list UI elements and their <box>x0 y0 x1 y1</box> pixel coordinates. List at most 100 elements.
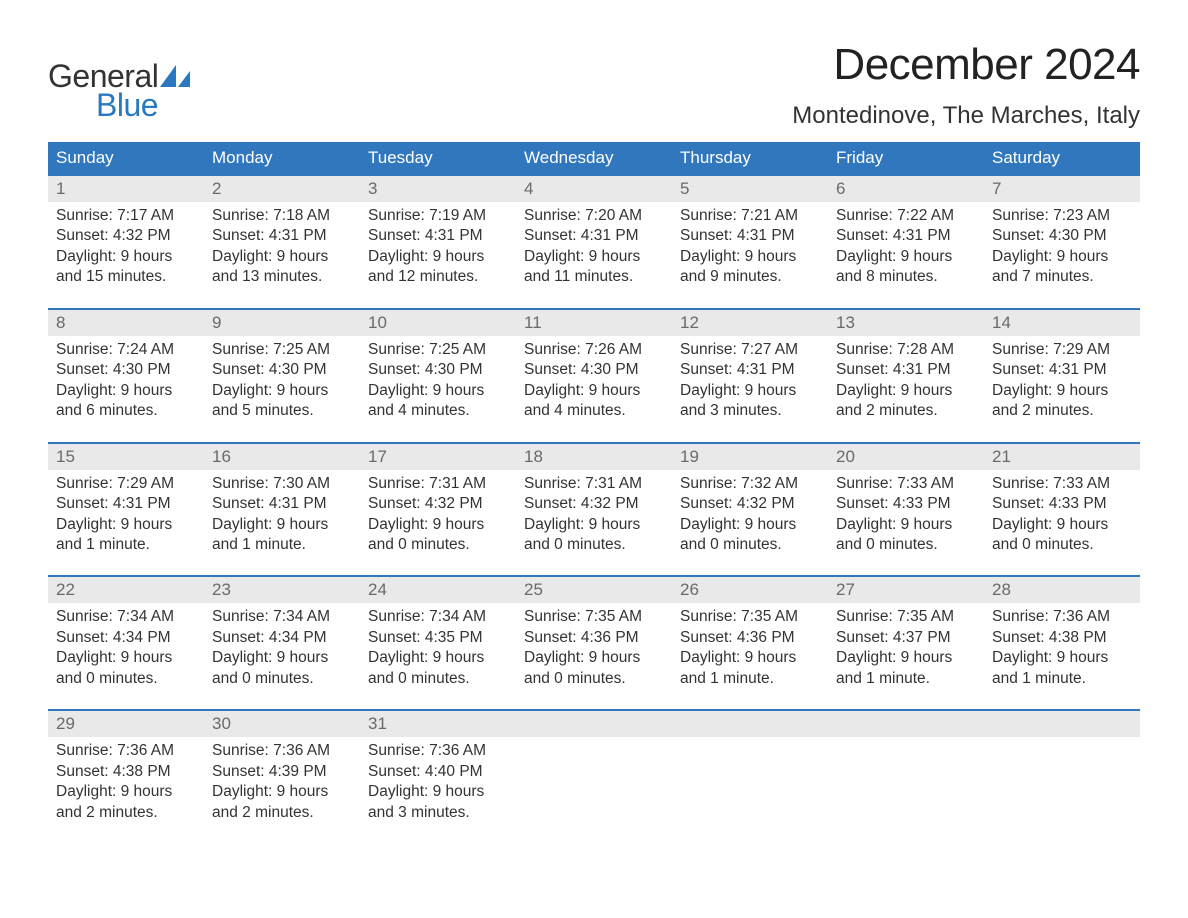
sunrise-line: Sunrise: 7:29 AM <box>56 474 196 494</box>
day-number: 31 <box>360 711 516 737</box>
sunset-line: Sunset: 4:36 PM <box>524 628 664 648</box>
dayname: Sunday <box>48 142 204 174</box>
daylight-line: Daylight: 9 hours <box>56 247 196 267</box>
sunrise-line: Sunrise: 7:19 AM <box>368 206 508 226</box>
calendar-week: 1234567Sunrise: 7:17 AMSunset: 4:32 PMDa… <box>48 174 1140 288</box>
day-cell: Sunrise: 7:25 AMSunset: 4:30 PMDaylight:… <box>204 336 360 422</box>
day-cell: Sunrise: 7:31 AMSunset: 4:32 PMDaylight:… <box>360 470 516 556</box>
weeks-container: 1234567Sunrise: 7:17 AMSunset: 4:32 PMDa… <box>48 174 1140 823</box>
day-number: 3 <box>360 176 516 202</box>
sunrise-line: Sunrise: 7:34 AM <box>212 607 352 627</box>
day-cell: Sunrise: 7:21 AMSunset: 4:31 PMDaylight:… <box>672 202 828 288</box>
daynum-row: 293031 <box>48 711 1140 737</box>
daylight-line: Daylight: 9 hours <box>368 381 508 401</box>
daylight-line: Daylight: 9 hours <box>368 782 508 802</box>
sunset-line: Sunset: 4:33 PM <box>992 494 1132 514</box>
daylight-line: Daylight: 9 hours <box>680 515 820 535</box>
daylight-line: Daylight: 9 hours <box>836 247 976 267</box>
sunset-line: Sunset: 4:32 PM <box>368 494 508 514</box>
day-number <box>828 711 984 737</box>
sunset-line: Sunset: 4:37 PM <box>836 628 976 648</box>
day-cell: Sunrise: 7:30 AMSunset: 4:31 PMDaylight:… <box>204 470 360 556</box>
day-number: 26 <box>672 577 828 603</box>
daylight-line: Daylight: 9 hours <box>836 381 976 401</box>
daylight-line: Daylight: 9 hours <box>524 247 664 267</box>
sunset-line: Sunset: 4:31 PM <box>836 226 976 246</box>
daylight-line: Daylight: 9 hours <box>836 515 976 535</box>
sunset-line: Sunset: 4:31 PM <box>680 226 820 246</box>
day-cell: Sunrise: 7:28 AMSunset: 4:31 PMDaylight:… <box>828 336 984 422</box>
sunset-line: Sunset: 4:30 PM <box>524 360 664 380</box>
day-cell: Sunrise: 7:20 AMSunset: 4:31 PMDaylight:… <box>516 202 672 288</box>
day-cell: Sunrise: 7:34 AMSunset: 4:34 PMDaylight:… <box>48 603 204 689</box>
day-number: 19 <box>672 444 828 470</box>
sunset-line: Sunset: 4:34 PM <box>212 628 352 648</box>
daylight-line: Daylight: 9 hours <box>524 515 664 535</box>
sunrise-line: Sunrise: 7:20 AM <box>524 206 664 226</box>
daylight-line: Daylight: 9 hours <box>680 648 820 668</box>
daylight-line: Daylight: 9 hours <box>680 381 820 401</box>
daylight-line: and 2 minutes. <box>836 401 976 421</box>
daylight-line: Daylight: 9 hours <box>992 381 1132 401</box>
day-number: 6 <box>828 176 984 202</box>
sunrise-line: Sunrise: 7:30 AM <box>212 474 352 494</box>
day-number: 12 <box>672 310 828 336</box>
sunrise-line: Sunrise: 7:36 AM <box>368 741 508 761</box>
day-number: 27 <box>828 577 984 603</box>
daylight-line: Daylight: 9 hours <box>212 381 352 401</box>
day-cell <box>828 737 984 823</box>
day-number <box>984 711 1140 737</box>
sail-icon <box>160 65 190 87</box>
sunset-line: Sunset: 4:39 PM <box>212 762 352 782</box>
day-number: 14 <box>984 310 1140 336</box>
day-cell: Sunrise: 7:34 AMSunset: 4:34 PMDaylight:… <box>204 603 360 689</box>
sunrise-line: Sunrise: 7:35 AM <box>680 607 820 627</box>
sunset-line: Sunset: 4:30 PM <box>992 226 1132 246</box>
day-cell: Sunrise: 7:35 AMSunset: 4:36 PMDaylight:… <box>516 603 672 689</box>
day-number: 13 <box>828 310 984 336</box>
day-cell: Sunrise: 7:36 AMSunset: 4:40 PMDaylight:… <box>360 737 516 823</box>
sunset-line: Sunset: 4:40 PM <box>368 762 508 782</box>
daylight-line: and 0 minutes. <box>56 669 196 689</box>
daylight-line: and 3 minutes. <box>680 401 820 421</box>
daylight-line: and 0 minutes. <box>368 669 508 689</box>
daylight-line: and 11 minutes. <box>524 267 664 287</box>
daylight-line: Daylight: 9 hours <box>56 381 196 401</box>
dayname-header: Sunday Monday Tuesday Wednesday Thursday… <box>48 142 1140 174</box>
daylight-line: and 1 minute. <box>992 669 1132 689</box>
daylight-line: and 0 minutes. <box>524 535 664 555</box>
daylight-line: Daylight: 9 hours <box>56 782 196 802</box>
day-number: 16 <box>204 444 360 470</box>
dayname: Tuesday <box>360 142 516 174</box>
day-number: 1 <box>48 176 204 202</box>
daylight-line: and 15 minutes. <box>56 267 196 287</box>
calendar-week: 15161718192021Sunrise: 7:29 AMSunset: 4:… <box>48 442 1140 556</box>
day-number: 8 <box>48 310 204 336</box>
day-number: 25 <box>516 577 672 603</box>
sunrise-line: Sunrise: 7:24 AM <box>56 340 196 360</box>
day-cell: Sunrise: 7:18 AMSunset: 4:31 PMDaylight:… <box>204 202 360 288</box>
day-number: 18 <box>516 444 672 470</box>
sunrise-line: Sunrise: 7:17 AM <box>56 206 196 226</box>
daylight-line: and 0 minutes. <box>992 535 1132 555</box>
day-cell: Sunrise: 7:17 AMSunset: 4:32 PMDaylight:… <box>48 202 204 288</box>
sunrise-line: Sunrise: 7:36 AM <box>56 741 196 761</box>
daylight-line: and 3 minutes. <box>368 803 508 823</box>
sunrise-line: Sunrise: 7:35 AM <box>524 607 664 627</box>
sunset-line: Sunset: 4:34 PM <box>56 628 196 648</box>
calendar: Sunday Monday Tuesday Wednesday Thursday… <box>48 142 1140 823</box>
daylight-line: and 1 minute. <box>56 535 196 555</box>
daylight-line: Daylight: 9 hours <box>992 515 1132 535</box>
day-cell: Sunrise: 7:33 AMSunset: 4:33 PMDaylight:… <box>828 470 984 556</box>
day-number: 15 <box>48 444 204 470</box>
day-cell: Sunrise: 7:26 AMSunset: 4:30 PMDaylight:… <box>516 336 672 422</box>
daylight-line: and 0 minutes. <box>212 669 352 689</box>
daylight-line: and 4 minutes. <box>368 401 508 421</box>
daylight-line: Daylight: 9 hours <box>992 648 1132 668</box>
day-number: 10 <box>360 310 516 336</box>
daylight-line: Daylight: 9 hours <box>836 648 976 668</box>
daylight-line: Daylight: 9 hours <box>368 247 508 267</box>
sunset-line: Sunset: 4:31 PM <box>212 226 352 246</box>
sunrise-line: Sunrise: 7:33 AM <box>836 474 976 494</box>
sunset-line: Sunset: 4:31 PM <box>212 494 352 514</box>
